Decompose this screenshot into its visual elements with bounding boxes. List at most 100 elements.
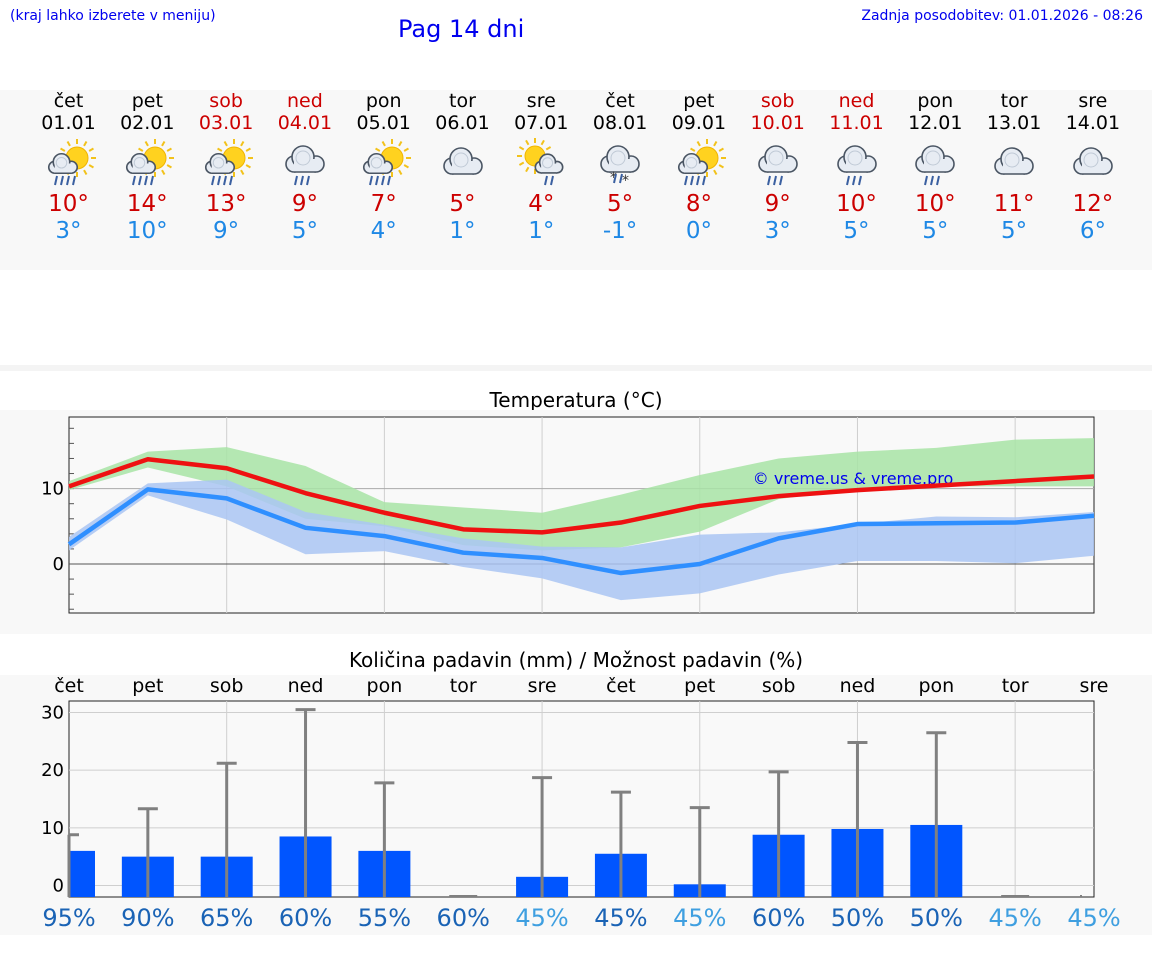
section-divider — [0, 365, 1152, 371]
day-column: ned 04.01 9° 5° — [265, 90, 344, 244]
day-column: sob 10.01 9° 3° — [738, 90, 817, 244]
temp-min: 0° — [685, 218, 712, 244]
day-column: čet 01.01 10° 3° — [29, 90, 108, 244]
day-name: pon — [365, 90, 402, 112]
temp-max: 9° — [764, 191, 791, 217]
day-label: čet — [606, 675, 636, 697]
precip-probability: 60% — [279, 904, 332, 932]
day-label: ned — [840, 675, 876, 697]
day-label: pet — [132, 675, 163, 697]
temperature-chart: © vreme.us & vreme.pro 0 10 — [41, 416, 1095, 614]
day-name: sob — [760, 90, 795, 112]
day-name: ned — [838, 90, 875, 112]
day-date: 10.01 — [750, 112, 805, 134]
cloud-snow-icon: * * — [600, 145, 640, 189]
temp-min: 10° — [126, 218, 168, 244]
day-label: pon — [367, 675, 403, 697]
temp-max: 5° — [607, 191, 634, 217]
day-column: sre 14.01 12° 6° — [1053, 90, 1132, 244]
temp-max: 13° — [205, 191, 247, 217]
day-label: sre — [1080, 675, 1109, 697]
day-label: tor — [450, 675, 477, 697]
page-title: Pag 14 dni — [398, 15, 525, 43]
day-name: sre — [1078, 90, 1108, 112]
day-name: pet — [131, 90, 163, 112]
day-name: čet — [53, 90, 84, 112]
day-label: pet — [684, 675, 715, 697]
cloud-icon — [442, 147, 483, 175]
day-column: sre 07.01 4° 1° — [502, 90, 581, 244]
precip-probability: 90% — [121, 904, 174, 932]
precip-probability: 45% — [1067, 904, 1120, 932]
temp-max: 4° — [528, 191, 555, 217]
max-temp-range-band — [69, 438, 1094, 551]
day-label: čet — [54, 675, 84, 697]
precip-probability: 45% — [594, 904, 647, 932]
temp-max: 9° — [291, 191, 318, 217]
day-date: 04.01 — [277, 112, 333, 134]
day-date: 02.01 — [120, 112, 175, 134]
temp-max: 11° — [993, 191, 1035, 217]
temp-min: 5° — [922, 218, 949, 244]
temp-min: 9° — [213, 218, 240, 244]
precip-bar — [69, 850, 95, 897]
temp-min: 3° — [764, 218, 791, 244]
temp-min: 5° — [1001, 218, 1028, 244]
day-date: 11.01 — [829, 112, 884, 134]
temp-max: 14° — [126, 191, 168, 217]
cloud-rain-icon — [757, 145, 798, 186]
y-tick-label: 0 — [53, 875, 64, 896]
day-label: pon — [918, 675, 954, 697]
y-tick-label: 0 — [53, 554, 64, 575]
day-name: sre — [526, 90, 556, 112]
sun-rain-icon — [205, 139, 254, 186]
cloud-rain-icon — [285, 145, 325, 186]
day-name: pon — [917, 90, 954, 112]
precip-probability: 50% — [910, 904, 963, 932]
temp-min: 5° — [843, 218, 870, 244]
temperature-chart-title: Temperatura (°C) — [489, 388, 663, 412]
day-label: sre — [528, 675, 557, 697]
day-column: čet 08.01 * * 5° -1° — [581, 90, 660, 244]
day-name: sob — [209, 90, 243, 112]
y-tick-label: 30 — [41, 703, 64, 724]
watermark: © vreme.us & vreme.pro — [753, 469, 954, 488]
cloud-icon — [994, 147, 1034, 175]
temp-min: 1° — [528, 218, 555, 244]
precip-probability: 65% — [200, 904, 253, 932]
precip-probability: 60% — [752, 904, 805, 932]
day-date: 07.01 — [514, 112, 569, 134]
day-column: pon 05.01 7° 4° — [344, 90, 423, 244]
day-date: 01.01 — [41, 112, 96, 134]
precip-probability: 45% — [673, 904, 726, 932]
svg-text:*: * — [610, 170, 617, 186]
sun-rain-icon — [362, 139, 411, 186]
min-temp-line — [67, 487, 1095, 576]
day-date: 08.01 — [592, 112, 648, 134]
temp-max: 8° — [685, 191, 712, 217]
temp-min: 3° — [55, 218, 82, 244]
day-name: tor — [1000, 90, 1028, 112]
last-updated: Zadnja posodobitev: 01.01.2026 - 08:26 — [861, 8, 1143, 24]
y-tick-label: 20 — [41, 760, 64, 781]
y-tick-label: 10 — [41, 818, 64, 839]
location-hint-link[interactable]: (kraj lahko izberete v meniju) — [10, 8, 216, 24]
day-name: ned — [286, 90, 323, 112]
day-date: 14.01 — [1065, 112, 1121, 134]
cloud-icon — [1073, 147, 1113, 175]
svg-text:*: * — [622, 173, 629, 189]
day-column: tor 13.01 11° 5° — [975, 90, 1054, 244]
day-label: sob — [762, 675, 796, 697]
precip-probability: 95% — [42, 904, 95, 932]
sun-rain-icon — [47, 139, 96, 186]
day-column: pet 09.01 8° 0° — [659, 90, 738, 244]
day-label: sob — [210, 675, 244, 697]
sun-cloud-rain-icon — [517, 138, 564, 186]
precip-probability: 50% — [831, 904, 884, 932]
precipitation-chart: čet pet sob ned pon tor sre čet pet sob ned pon tor s… — [41, 675, 1121, 932]
day-date: 03.01 — [198, 112, 254, 134]
precip-probability: 55% — [358, 904, 411, 932]
temp-max: 12° — [1072, 191, 1114, 217]
temp-min: 1° — [449, 218, 476, 244]
day-name: pet — [683, 90, 715, 112]
